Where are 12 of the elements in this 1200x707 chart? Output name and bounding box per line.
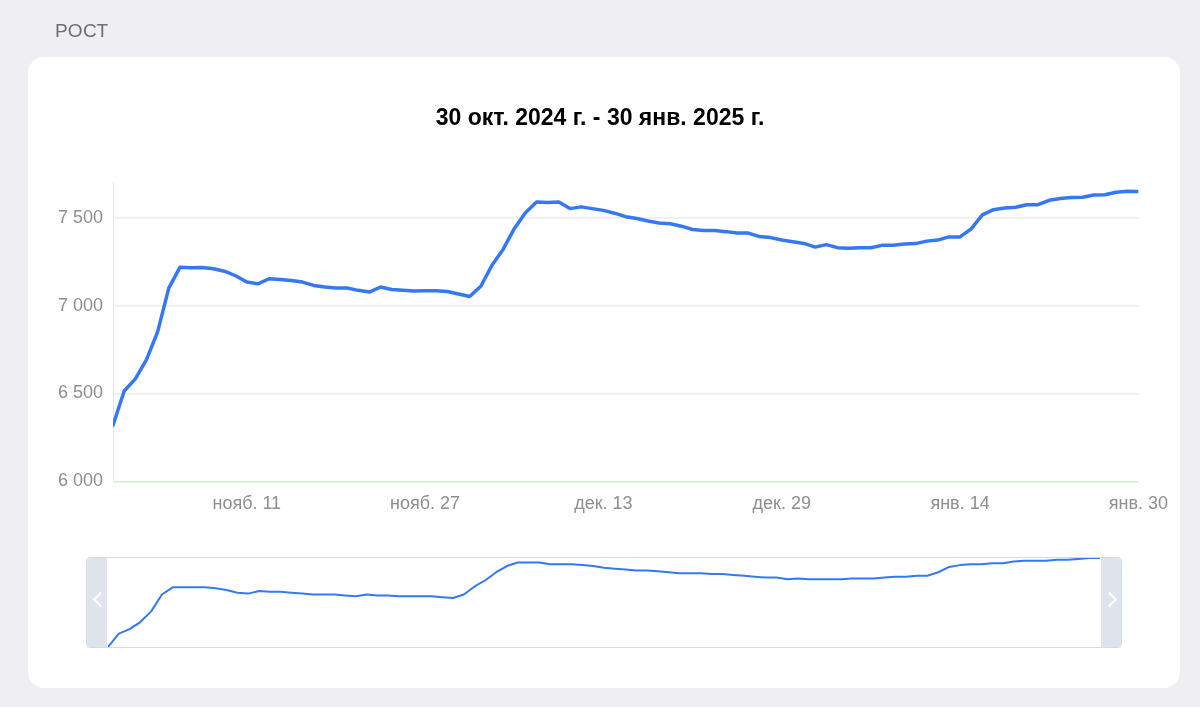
chart-title: 30 окт. 2024 г. - 30 янв. 2025 г. (435, 104, 765, 131)
y-tick-label: 7 500 (58, 206, 104, 227)
x-tick-label: нояб. 11 (212, 493, 282, 514)
y-tick-label: 6 500 (58, 382, 104, 403)
x-tick-label: нояб. 27 (390, 493, 461, 514)
x-tick-label: дек. 13 (574, 493, 633, 514)
y-tick-label: 7 000 (58, 294, 104, 315)
x-tick-label: дек. 29 (752, 493, 811, 514)
y-tick-label: 6 000 (58, 470, 104, 491)
x-tick-label: янв. 14 (930, 493, 990, 514)
x-tick-label: янв. 30 (1108, 493, 1168, 514)
text: РОСТ (55, 20, 109, 42)
